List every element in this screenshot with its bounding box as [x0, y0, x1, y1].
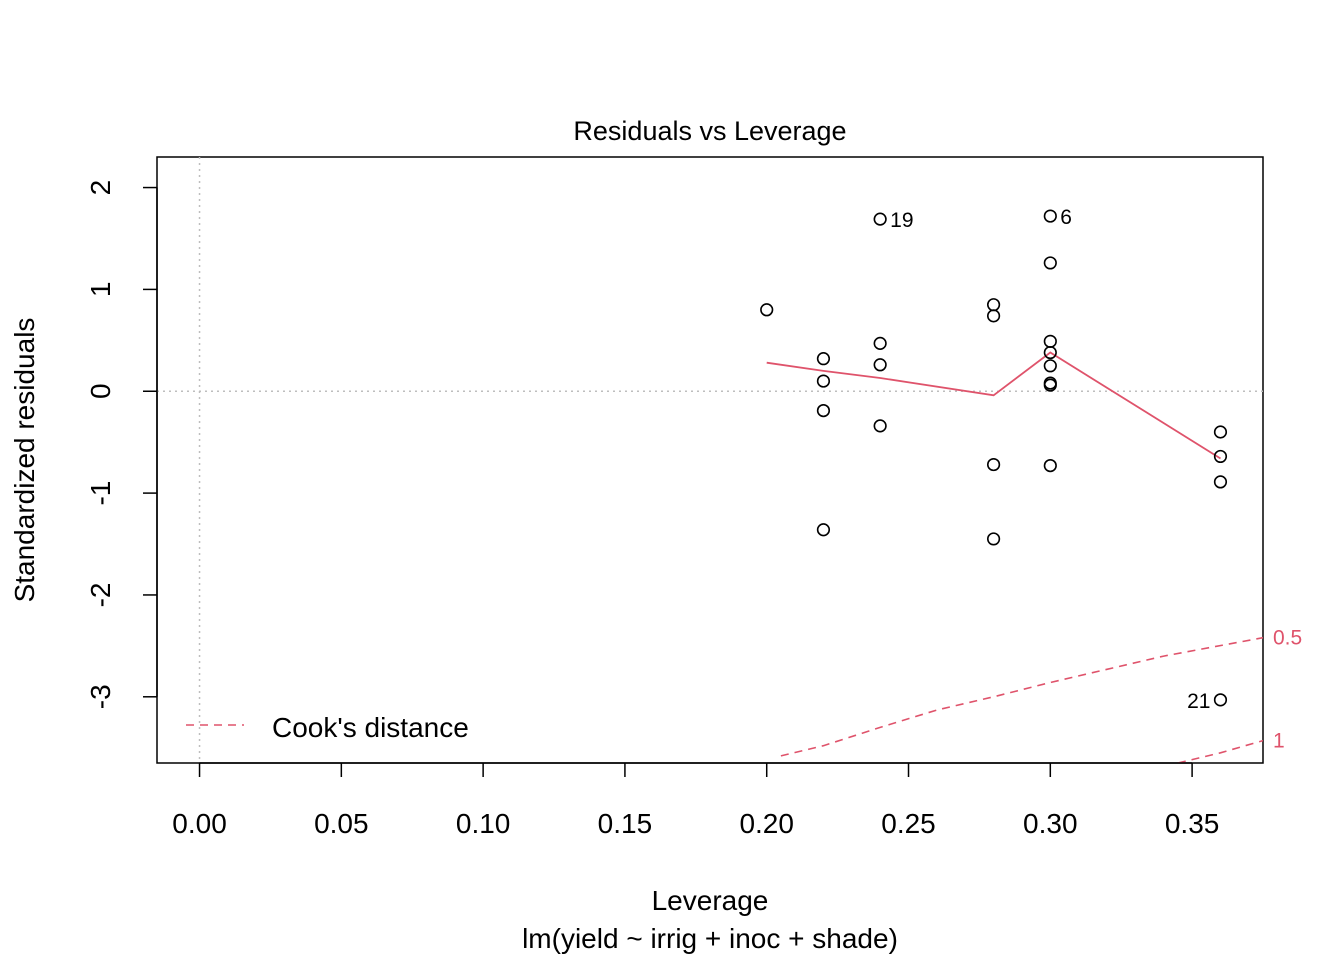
y-tick-label: 2: [85, 180, 116, 196]
data-point: [816, 374, 831, 388]
cooks-contour-label: 1: [1273, 730, 1285, 753]
data-point: [816, 404, 831, 418]
data-point: [986, 532, 1001, 546]
x-tick-label: 0.00: [172, 808, 227, 839]
data-point: [1043, 359, 1057, 373]
data-point: [873, 336, 887, 350]
y-axis: -3 -2 -1 0 1 2: [85, 180, 158, 709]
smooth-line-group: [766, 351, 1221, 460]
x-tick-label: 0.25: [881, 808, 936, 839]
y-tick-label: -2: [85, 582, 116, 607]
data-point: [873, 358, 887, 372]
data-point: [1043, 378, 1057, 392]
legend-label: Cook's distance: [272, 712, 469, 743]
data-point: [1213, 425, 1228, 439]
point-label: 6: [1060, 206, 1072, 229]
legend: Cook's distance: [186, 712, 469, 743]
cooks-contour-label: 0.5: [1273, 627, 1302, 650]
y-tick-label: 1: [85, 282, 116, 298]
data-point: [986, 457, 1001, 472]
x-tick-label: 0.20: [739, 808, 794, 839]
data-point: [1043, 256, 1057, 270]
cooks-contour-0.5: [780, 636, 1263, 757]
data-point: [1043, 459, 1057, 473]
data-point: [1043, 334, 1057, 348]
y-tick-label: -3: [85, 684, 116, 709]
cooks-distance-contours: [780, 636, 1263, 763]
y-tick-label: 0: [85, 383, 116, 399]
data-point: [760, 303, 774, 317]
chart-subtitle: lm(yield ~ irrig + inoc + shade): [522, 923, 898, 954]
point-label: 21: [1187, 690, 1210, 713]
smooth-line: [766, 351, 1221, 460]
x-tick-label: 0.30: [1023, 808, 1078, 839]
x-axis: 0.00 0.05 0.10 0.15 0.20 0.25 0.30 0.35: [172, 762, 1220, 839]
data-point: [1043, 345, 1057, 360]
data-point: [816, 523, 831, 537]
data-point: [1043, 209, 1057, 223]
data-point: [1213, 475, 1228, 489]
x-tick-label: 0.35: [1165, 808, 1220, 839]
data-point: [1213, 449, 1228, 464]
x-tick-label: 0.10: [456, 808, 511, 839]
y-tick-label: -1: [85, 481, 116, 506]
cooks-contour-1: [1177, 739, 1263, 763]
data-point: [873, 419, 887, 433]
chart-title: Residuals vs Leverage: [573, 116, 846, 146]
point-label: 19: [890, 209, 913, 232]
reference-lines: [157, 157, 1263, 763]
data-point: [873, 212, 887, 226]
x-tick-label: 0.05: [314, 808, 369, 839]
x-tick-label: 0.15: [598, 808, 653, 839]
data-point: [1213, 693, 1228, 707]
data-points: 19 6 21: [760, 206, 1228, 713]
x-axis-label: Leverage: [652, 885, 769, 916]
data-point: [816, 352, 831, 366]
y-axis-label: Standardized residuals: [9, 318, 40, 603]
data-point: [986, 309, 1001, 323]
data-point: [986, 298, 1001, 312]
